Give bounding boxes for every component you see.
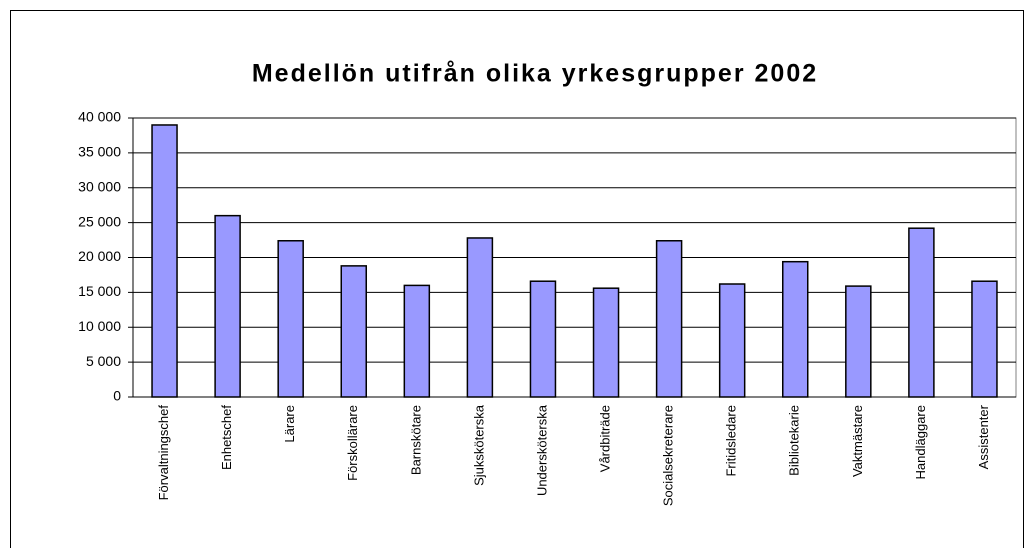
x-tick-label: Fritidsledare xyxy=(724,405,739,477)
bar xyxy=(466,237,494,398)
x-tick-label: Undersköterska xyxy=(534,404,549,496)
y-tick-label: 5 000 xyxy=(86,353,121,369)
x-tick-label: Barnskötare xyxy=(408,405,423,475)
bar xyxy=(971,280,998,398)
chart-title: Medellön utifrån olika yrkesgrupper 2002 xyxy=(252,60,818,88)
bar xyxy=(214,214,241,398)
bar xyxy=(655,240,683,398)
bar xyxy=(403,284,431,398)
x-tick-label: Förvaltningschef xyxy=(156,405,171,501)
y-tick-label: 10 000 xyxy=(78,318,121,334)
bar xyxy=(340,265,367,398)
y-tick-label: 40 000 xyxy=(78,109,121,125)
bar xyxy=(151,124,178,398)
bar xyxy=(592,287,620,398)
x-tick-label: Handläggare xyxy=(913,405,928,479)
y-tick-label: 0 xyxy=(113,388,121,404)
bar xyxy=(782,260,809,398)
x-tick-label: Förskollärare xyxy=(345,405,360,481)
y-tick-label: 20 000 xyxy=(78,248,121,264)
bar xyxy=(908,227,935,398)
y-tick-label: 25 000 xyxy=(78,213,121,229)
bar xyxy=(845,285,872,398)
bar xyxy=(277,240,304,398)
x-tick-label: Socialsekreterare xyxy=(661,405,676,506)
y-tick-label: 30 000 xyxy=(78,178,121,194)
y-tick-label: 35 000 xyxy=(78,144,121,160)
x-tick-label: Enhetschef xyxy=(219,405,234,470)
bar xyxy=(529,280,557,398)
x-tick-label: Lärare xyxy=(282,405,297,443)
x-tick-label: Vaktmästare xyxy=(850,405,865,477)
bar xyxy=(718,283,746,398)
x-tick-label: Vårdbiträde xyxy=(597,405,612,472)
y-tick-label: 15 000 xyxy=(78,283,121,299)
x-tick-label: Assistenter xyxy=(976,404,991,469)
x-tick-label: Sjuksköterska xyxy=(471,404,486,486)
x-tick-label: Bibliotekarie xyxy=(787,405,802,476)
